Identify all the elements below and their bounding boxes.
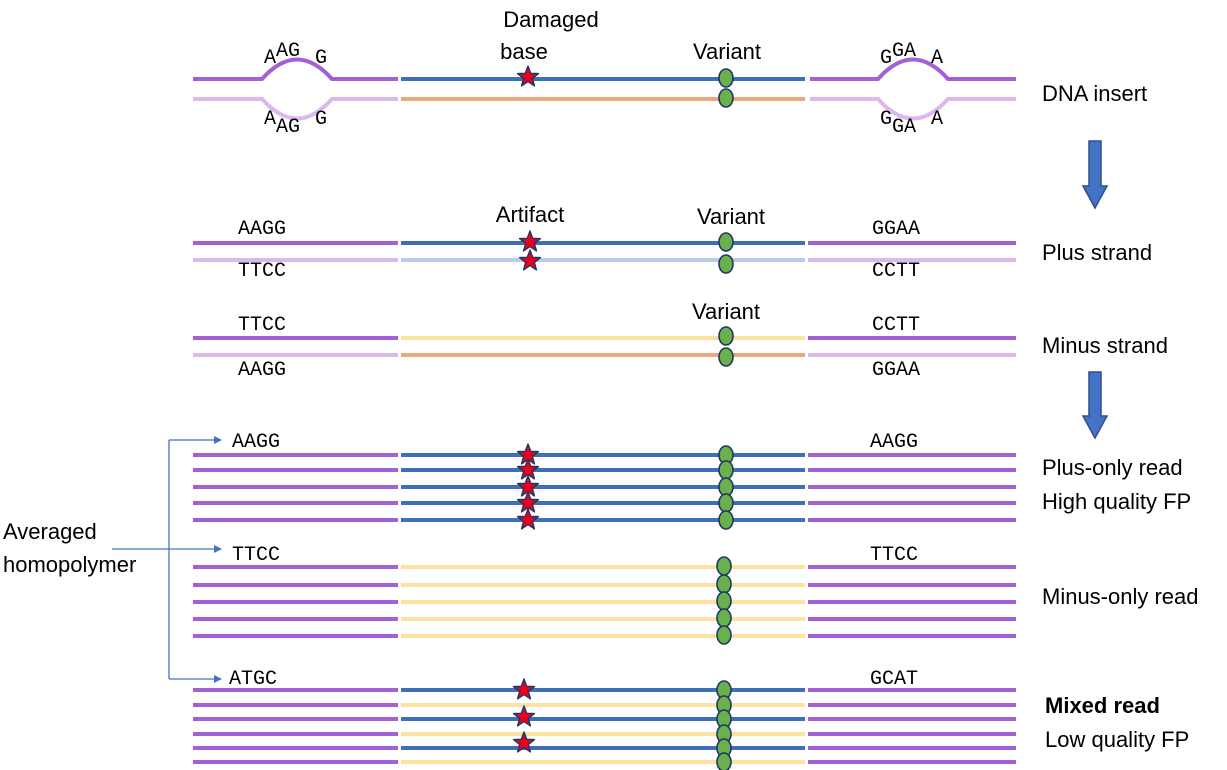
- minus-only-dot-1: [716, 556, 732, 576]
- minus-only-left-seq: TTCC: [232, 544, 280, 567]
- insert-top-left-bubble-strand: [193, 57, 398, 81]
- minus-only-dot-2: [716, 574, 732, 594]
- plus-only-dot-4: [718, 493, 734, 513]
- insert-right-bottom-seq-3: A: [931, 108, 943, 131]
- plus-variant-dot-top: [718, 232, 734, 252]
- mixed-quality-label: Low quality FP: [1045, 727, 1189, 752]
- minus-only-dot-5: [716, 625, 732, 645]
- plus-only-dot-5: [718, 510, 734, 530]
- damaged-label-line2: base: [500, 39, 548, 64]
- insert-right-top-seq-3: A: [931, 47, 943, 70]
- artifact-label: Artifact: [496, 202, 564, 227]
- minus-variant-dot-bottom: [718, 347, 734, 367]
- plus-left-top-seq: AAGG: [238, 218, 286, 241]
- plus-right-top-seq: GGAA: [872, 218, 920, 241]
- minus-strand-label: Minus strand: [1042, 333, 1168, 358]
- strand-marks: [112, 65, 1109, 770]
- plus-only-right-seq: AAGG: [870, 431, 918, 454]
- minus-only-dot-3: [716, 591, 732, 611]
- minus-only-right-seq: TTCC: [870, 544, 918, 567]
- plus-variant-label: Variant: [697, 204, 765, 229]
- plus-only-label: Plus-only read: [1042, 455, 1183, 480]
- plus-artifact-star-top-icon: [518, 230, 542, 252]
- insert-right-top-seq-2: GA: [892, 40, 916, 63]
- insert-left-top-seq-1: A: [264, 47, 276, 70]
- down-arrow-2-icon: [1081, 371, 1109, 440]
- minus-right-bottom-seq: GGAA: [872, 359, 920, 382]
- mixed-star-3-icon: [512, 731, 536, 753]
- plus-variant-dot-bottom: [718, 254, 734, 274]
- averaged-label-line2: homopolymer: [3, 552, 136, 577]
- minus-left-bottom-seq: AAGG: [238, 359, 286, 382]
- insert-bottom-left-bubble-strand: [193, 97, 398, 121]
- plus-only-left-seq: AAGG: [232, 431, 280, 454]
- insert-top-right-bubble-strand: [810, 57, 1016, 81]
- plus-artifact-star-bottom-icon: [518, 249, 542, 271]
- strand-lines: [193, 57, 1016, 764]
- insert-variant-dot-top: [718, 68, 734, 88]
- plus-right-bottom-seq: CCTT: [872, 260, 920, 283]
- insert-left-top-seq-2: AG: [276, 40, 300, 63]
- insert-left-bottom-seq-2: AG: [276, 116, 300, 139]
- insert-right-bottom-seq-1: G: [880, 108, 892, 131]
- minus-variant-label: Variant: [692, 299, 760, 324]
- insert-left-bottom-seq-3: G: [315, 108, 327, 131]
- mixed-left-seq: ATGC: [229, 668, 277, 691]
- insert-left-top-seq-3: G: [315, 47, 327, 70]
- plus-only-dot-2: [718, 460, 734, 480]
- mixed-star-1-icon: [512, 678, 536, 700]
- insert-bottom-right-bubble-strand: [810, 97, 1016, 121]
- minus-right-top-seq: CCTT: [872, 314, 920, 337]
- mixed-right-seq: GCAT: [870, 668, 918, 691]
- mixed-read-label: Mixed read: [1045, 693, 1160, 718]
- minus-only-label: Minus-only read: [1042, 584, 1199, 609]
- plus-only-star-5-icon: [516, 508, 540, 530]
- insert-right-top-seq-1: G: [880, 47, 892, 70]
- insert-left-bottom-seq-1: A: [264, 108, 276, 131]
- insert-right-bottom-seq-2: GA: [892, 116, 916, 139]
- plus-left-bottom-seq: TTCC: [238, 260, 286, 283]
- down-arrow-1-icon: [1081, 140, 1109, 210]
- mixed-star-2-icon: [512, 705, 536, 727]
- plus-only-star-2-icon: [516, 458, 540, 480]
- minus-only-dot-4: [716, 608, 732, 628]
- averaged-label-line1: Averaged: [3, 519, 97, 544]
- plus-only-quality-label: High quality FP: [1042, 489, 1191, 514]
- damaged-label-line1: Damaged: [503, 7, 598, 32]
- dna-insert-label: DNA insert: [1042, 81, 1147, 106]
- plus-strand-label: Plus strand: [1042, 240, 1152, 265]
- minus-variant-dot-top: [718, 326, 734, 346]
- insert-variant-label: Variant: [693, 39, 761, 64]
- mixed-dot-6: [716, 752, 732, 770]
- insert-variant-dot-bottom: [718, 88, 734, 108]
- plus-only-star-4-icon: [516, 491, 540, 513]
- damaged-base-star-icon: [516, 65, 540, 87]
- minus-left-top-seq: TTCC: [238, 314, 286, 337]
